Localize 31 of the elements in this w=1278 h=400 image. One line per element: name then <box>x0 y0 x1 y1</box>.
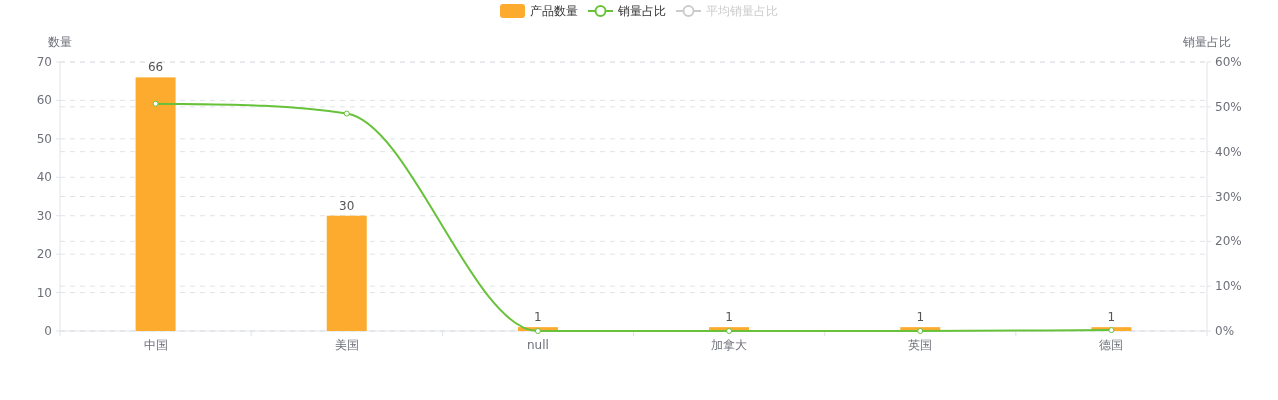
data-label: 30 <box>339 198 355 213</box>
legend-label: 产品数量 <box>530 4 578 18</box>
x-tick-label: 中国 <box>143 338 168 352</box>
y-tick-label: 70 <box>36 55 52 69</box>
y-tick-label: 30 <box>36 208 52 223</box>
y2-tick-label: 20% <box>1215 234 1242 249</box>
legend-label: 销量占比 <box>617 4 666 18</box>
y2-tick-label: 50% <box>1215 99 1242 114</box>
data-label: 66 <box>147 60 164 75</box>
y2-tick-label: 40% <box>1215 144 1242 159</box>
data-label: 1 <box>534 310 542 325</box>
x-tick-label: 德国 <box>1099 338 1124 352</box>
x-tick-label: 加拿大 <box>711 338 748 352</box>
y2-tick-label: 0% <box>1215 324 1235 338</box>
y2-tick-label: 10% <box>1215 279 1242 294</box>
data-label: 1 <box>725 310 733 325</box>
x-tick-label: null <box>526 338 549 352</box>
y-axis-title: 数量 <box>48 35 72 49</box>
y-tick-label: 0 <box>44 324 52 338</box>
y-tick-label: 40 <box>36 170 52 185</box>
data-label: 1 <box>916 310 925 325</box>
y2-tick-label: 30% <box>1215 189 1242 204</box>
x-tick-label: 美国 <box>334 338 359 352</box>
y-tick-label: 50 <box>36 131 52 146</box>
y-tick-label: 10 <box>36 285 52 300</box>
y2-axis-title: 销量占比 <box>1182 35 1231 49</box>
data-label: 1 <box>1107 310 1116 325</box>
y2-tick-label: 60% <box>1215 55 1242 69</box>
x-tick-label: 英国 <box>908 338 933 352</box>
y-tick-label: 20 <box>36 247 52 262</box>
y-tick-label: 60 <box>36 93 52 108</box>
